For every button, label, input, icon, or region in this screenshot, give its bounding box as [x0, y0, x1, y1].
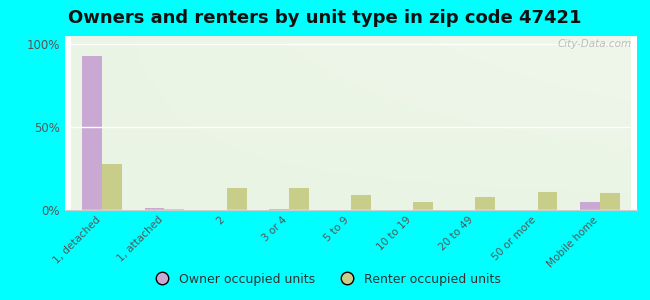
- Text: City-Data.com: City-Data.com: [557, 40, 631, 50]
- Legend: Owner occupied units, Renter occupied units: Owner occupied units, Renter occupied un…: [144, 268, 506, 291]
- Bar: [269, 209, 289, 210]
- Bar: [164, 209, 185, 210]
- Bar: [144, 208, 164, 210]
- Bar: [289, 188, 309, 210]
- Bar: [475, 197, 495, 210]
- Bar: [580, 202, 600, 210]
- Bar: [227, 188, 246, 210]
- Bar: [600, 194, 619, 210]
- Bar: [83, 56, 102, 210]
- Bar: [413, 202, 433, 210]
- Bar: [351, 195, 371, 210]
- Bar: [538, 192, 558, 210]
- Bar: [102, 164, 122, 210]
- Text: Owners and renters by unit type in zip code 47421: Owners and renters by unit type in zip c…: [68, 9, 582, 27]
